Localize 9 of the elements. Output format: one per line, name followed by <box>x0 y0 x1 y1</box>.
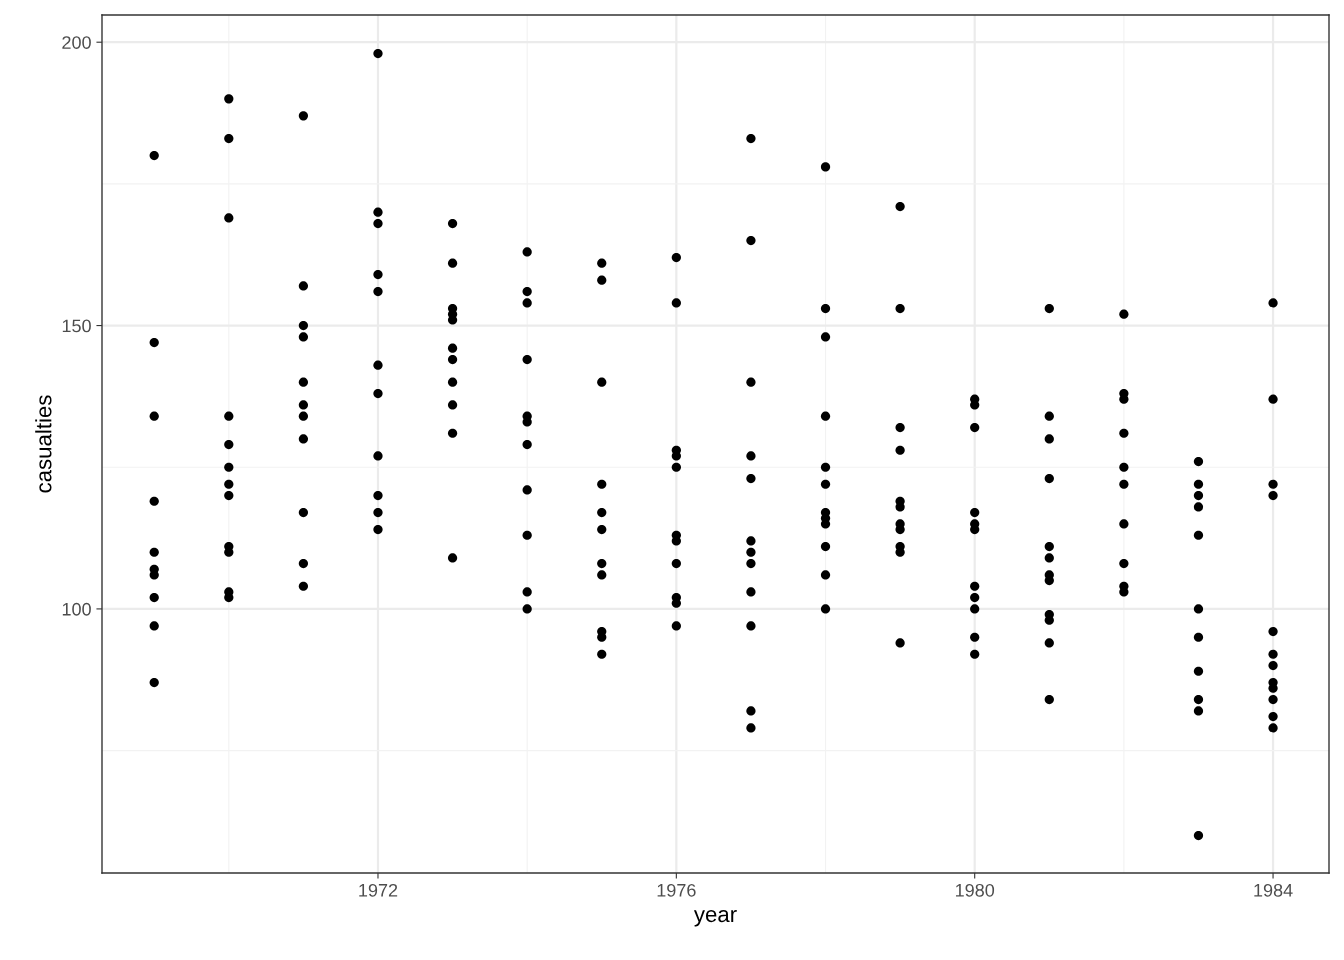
x-tick-label: 1976 <box>657 883 696 897</box>
x-axis-title: year <box>693 909 737 927</box>
x-tick-label: 1984 <box>1254 883 1293 897</box>
y-tick-label: 100 <box>62 602 91 616</box>
x-tick-label: 1980 <box>955 883 995 897</box>
y-axis-title: casualties <box>35 395 52 493</box>
x-tick-label: 1972 <box>359 883 398 897</box>
y-tick-label: 200 <box>62 36 91 49</box>
y-tick-label: 150 <box>62 319 91 333</box>
